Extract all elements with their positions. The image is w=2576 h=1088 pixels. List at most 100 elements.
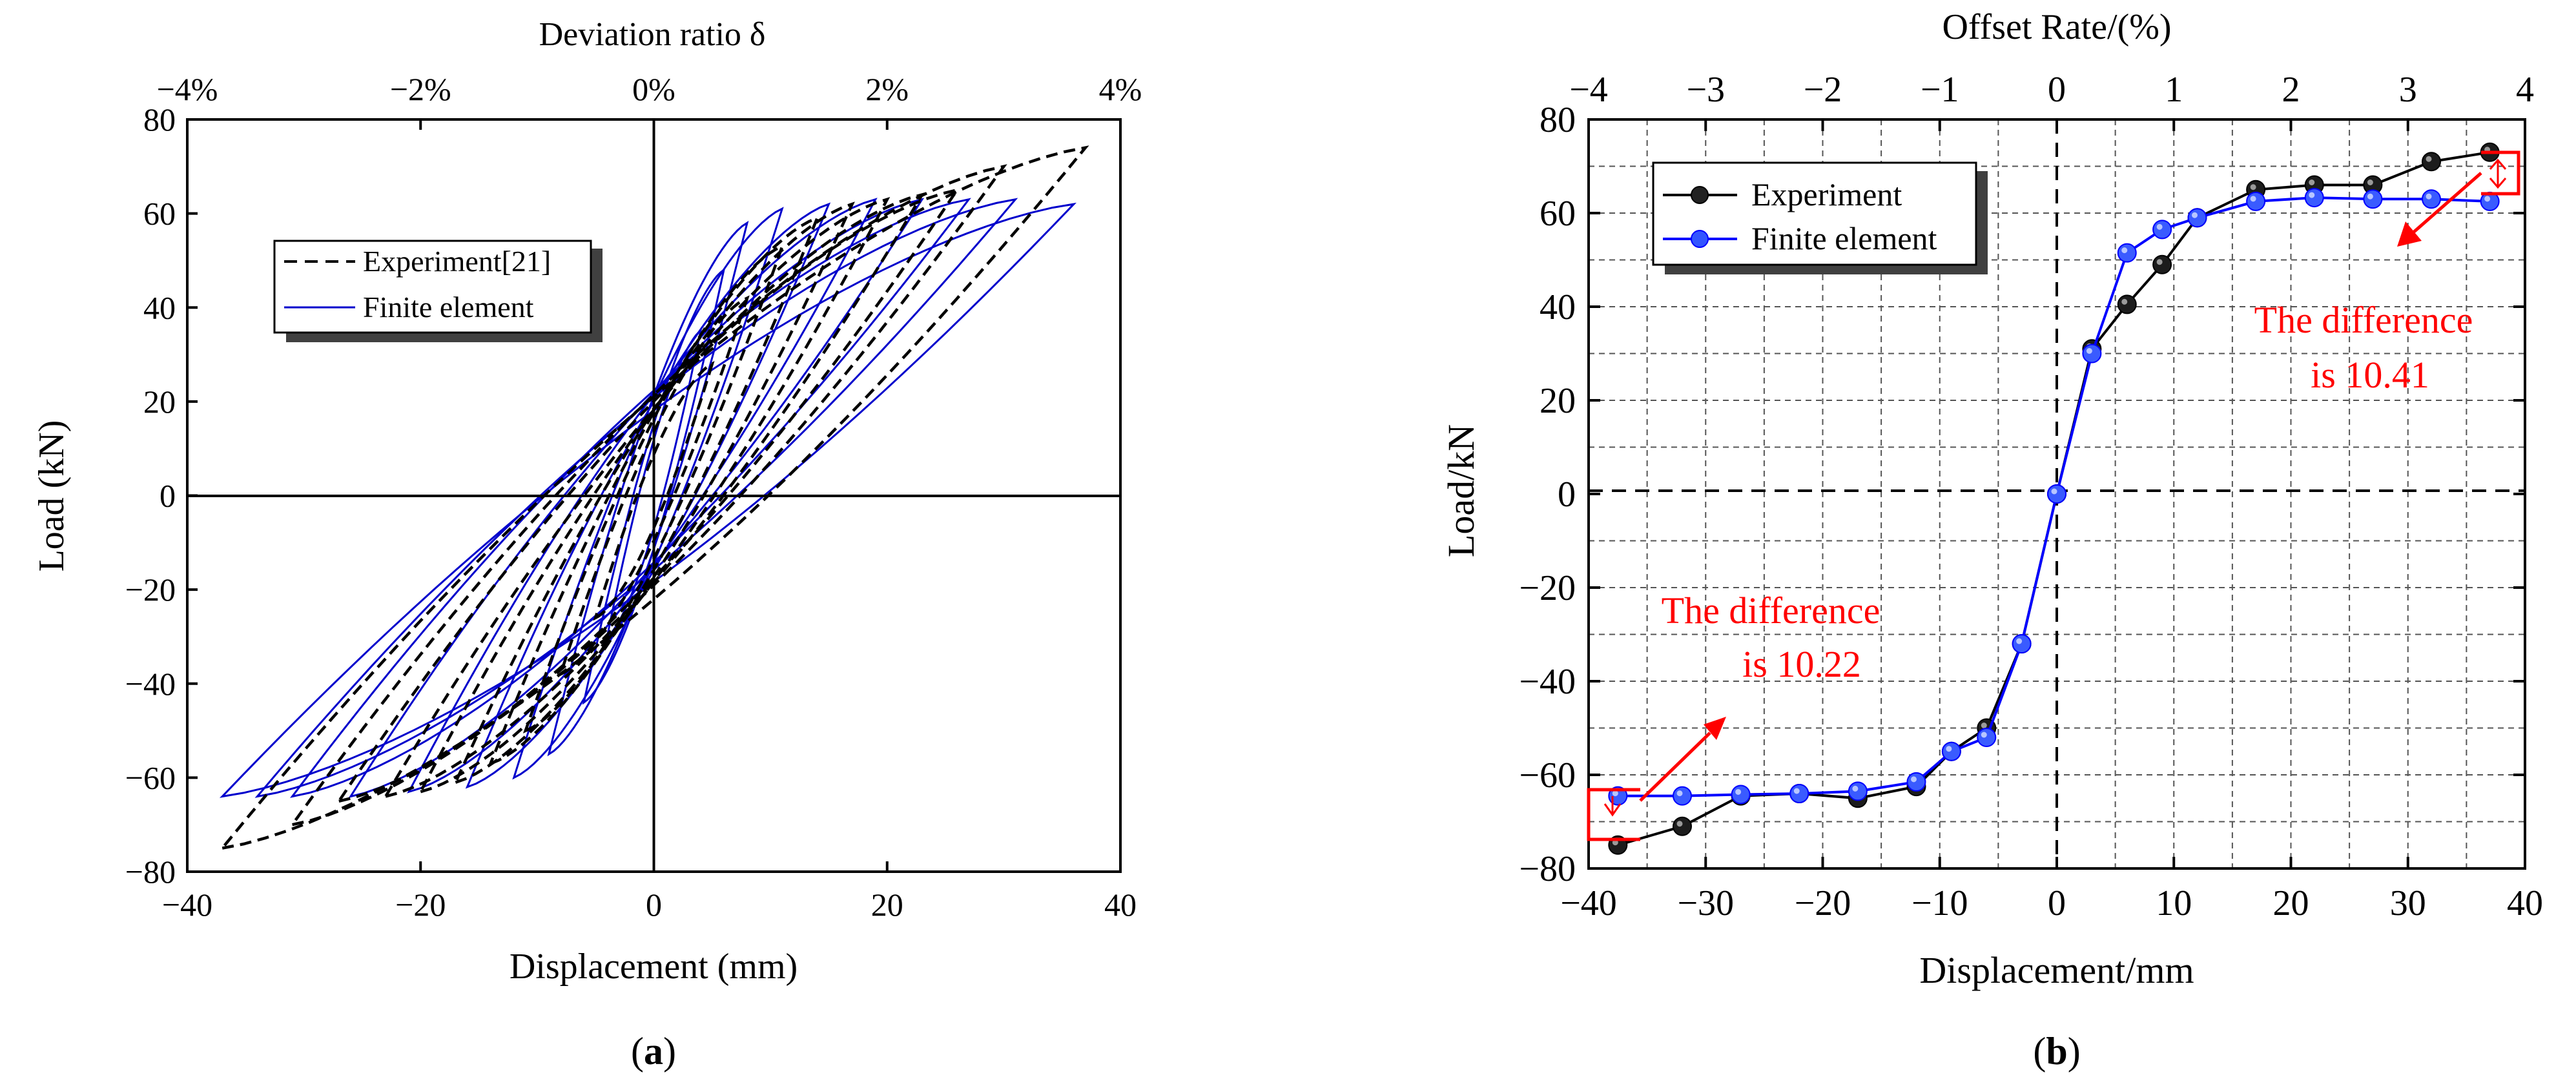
panel-b-y-tick-label: −80 — [1519, 849, 1576, 889]
experiment-hysteresis-loop — [593, 361, 715, 621]
experiment-hysteresis-loop — [417, 197, 891, 794]
panel-b-y-axis-title: Load/kN — [1440, 424, 1482, 557]
difference-bracket-negative — [1587, 788, 1640, 841]
panel-b-label: (b) — [2033, 1030, 2080, 1073]
panel-a-x-tick-label: 0 — [646, 887, 662, 923]
finite-element-hysteresis-loop — [219, 202, 1077, 798]
finite-element-point-highlight — [1612, 790, 1618, 797]
panel-a-top-tick-label: 2% — [865, 71, 909, 107]
panel-b-y-tick-label: 80 — [1540, 100, 1576, 140]
annotation-difference-positive-line2: is 10.41 — [2311, 354, 2429, 396]
panel-b-top-tick-label: 2 — [2282, 70, 2300, 110]
panel-a-y-tick-label: −20 — [125, 571, 176, 608]
annotation-arrow-negative-head — [1704, 717, 1726, 740]
panel-a-y-tick-label: −80 — [125, 854, 176, 890]
panel-b-annotation-bottom-left: The difference is 10.22 — [1587, 590, 1880, 841]
experiment-point-highlight — [2121, 298, 2128, 305]
panel-a-chart: Deviation ratio δ −4% −2% 0% 2% 4% −40 −20 0 20… — [32, 16, 1142, 1073]
panel-b-top-tick-label: −2 — [1804, 70, 1842, 110]
panel-b-x-tick-label: −40 — [1560, 883, 1617, 923]
panel-a-y-tick-label: −60 — [125, 759, 176, 795]
panel-a-y-axis-title: Load (kN) — [32, 420, 72, 572]
finite-element-point-highlight — [2086, 348, 2092, 354]
panel-a-y-tick-label: 80 — [143, 101, 176, 138]
panel-b-y-tick-label: 40 — [1540, 287, 1576, 327]
annotation-difference-negative-line1: The difference — [1662, 590, 1880, 631]
finite-element-point-highlight — [1911, 776, 1917, 783]
panel-b-top-tick-label: 0 — [2048, 70, 2066, 110]
finite-element-point — [1731, 785, 1751, 805]
experiment-point-highlight — [2426, 156, 2432, 162]
experiment-point — [2117, 294, 2137, 314]
panel-b-y-tick-label: −20 — [1519, 568, 1576, 608]
finite-element-point-highlight — [1852, 785, 1859, 792]
legend-finite-element-label: Finite element — [363, 291, 534, 323]
panel-a-top-tick-label: 0% — [632, 71, 675, 107]
experiment-hysteresis-loop — [488, 215, 820, 766]
legend-experiment-label: Experiment[21] — [363, 245, 551, 278]
experiment-point-highlight — [2309, 180, 2315, 185]
finite-element-point — [1906, 772, 1926, 792]
finite-element-point-highlight — [2016, 638, 2023, 644]
legend-b-finite-element-marker — [1691, 230, 1709, 248]
difference-bracket-tick-negative — [1603, 796, 1622, 817]
panel-a-label: (a) — [631, 1030, 676, 1073]
annotation-arrow-positive-head — [2397, 221, 2422, 247]
annotation-arrow-negative-shaft — [1639, 732, 1711, 802]
panel-a-top-tick-labels: −4% −2% 0% 2% 4% — [157, 71, 1142, 107]
experiment-point — [2152, 254, 2172, 274]
panel-b-top-tick-label: −1 — [1921, 70, 1959, 110]
finite-element-point — [1848, 781, 1868, 801]
panel-b-x-tick-label: 40 — [2507, 883, 2543, 923]
panel-b-x-tick-label: −20 — [1795, 883, 1851, 923]
panel-b-legend: Experiment Finite element — [1652, 161, 1988, 274]
finite-element-point-highlight — [2309, 192, 2315, 198]
experiment-hysteresis-loop — [522, 243, 785, 734]
legend-b-experiment-marker — [1691, 186, 1709, 204]
panel-b-x-tick-label: 10 — [2156, 883, 2192, 923]
panel-b-y-tick-label: −40 — [1519, 662, 1576, 702]
panel-a-axis-ticks: −40 −20 0 20 40 −80 −60 −40 −20 0 20 40 60 80 — [125, 101, 1137, 923]
difference-bracket-positive — [2481, 150, 2520, 196]
panel-b-chart: Offset Rate/(%) −4 −3 −2 −1 0 1 2 3 4 −40 −30 −20−… — [1440, 7, 2543, 1073]
panel-b-x-tick-label: 20 — [2273, 883, 2309, 923]
panel-a-x-tick-label: −20 — [395, 887, 446, 923]
finite-element-point-highlight — [1735, 788, 1742, 795]
finite-element-hysteresis-loop — [348, 198, 925, 798]
experiment-point-highlight — [1981, 723, 1987, 728]
legend-b-experiment-label: Experiment — [1751, 176, 1902, 212]
panel-b-annotation-top-right: The difference is 10.41 — [2254, 150, 2520, 396]
finite-element-point — [2012, 634, 2032, 653]
finite-element-point-highlight — [2426, 193, 2432, 200]
finite-element-point-highlight — [1676, 790, 1683, 797]
panel-a-top-axis-title: Deviation ratio δ — [539, 16, 766, 53]
panel-a-x-tick-label: 40 — [1104, 887, 1137, 923]
finite-element-hysteresis-loop — [547, 220, 749, 757]
finite-element-point — [2304, 188, 2324, 208]
panel-b-y-tick-label: 0 — [1558, 475, 1576, 515]
panel-b-top-tick-label: −3 — [1686, 70, 1725, 110]
experiment-hysteresis-loop — [558, 295, 750, 677]
panel-b-series — [1608, 142, 2500, 855]
experiment-point — [2422, 152, 2441, 172]
finite-element-point — [2082, 344, 2102, 364]
experiment-point — [1673, 816, 1692, 836]
panel-a-y-tick-label: 60 — [143, 196, 176, 232]
panel-b-y-tick-label: 20 — [1540, 381, 1576, 421]
finite-element-point — [2246, 191, 2266, 211]
panel-a-top-tick-label: −2% — [390, 71, 451, 107]
difference-bracket-tick-positive — [2489, 158, 2507, 189]
panel-b-top-tick-label: −4 — [1569, 70, 1608, 110]
annotation-difference-negative-line2: is 10.22 — [1742, 643, 1861, 685]
finite-element-point-highlight — [2484, 196, 2491, 202]
experiment-point-highlight — [1676, 821, 1683, 827]
panel-a-x-tick-label: −40 — [162, 887, 212, 923]
finite-element-point-highlight — [1946, 746, 1952, 752]
finite-element-point — [2047, 484, 2066, 504]
finite-element-hysteresis-loop — [289, 198, 971, 798]
finite-element-point — [1789, 784, 1809, 803]
panel-b-x-tick-label: −10 — [1911, 883, 1968, 923]
panel-a-y-tick-label: 0 — [160, 478, 176, 514]
legend-b-finite-element-label: Finite element — [1751, 220, 1937, 256]
experiment-point-highlight — [2367, 180, 2373, 185]
